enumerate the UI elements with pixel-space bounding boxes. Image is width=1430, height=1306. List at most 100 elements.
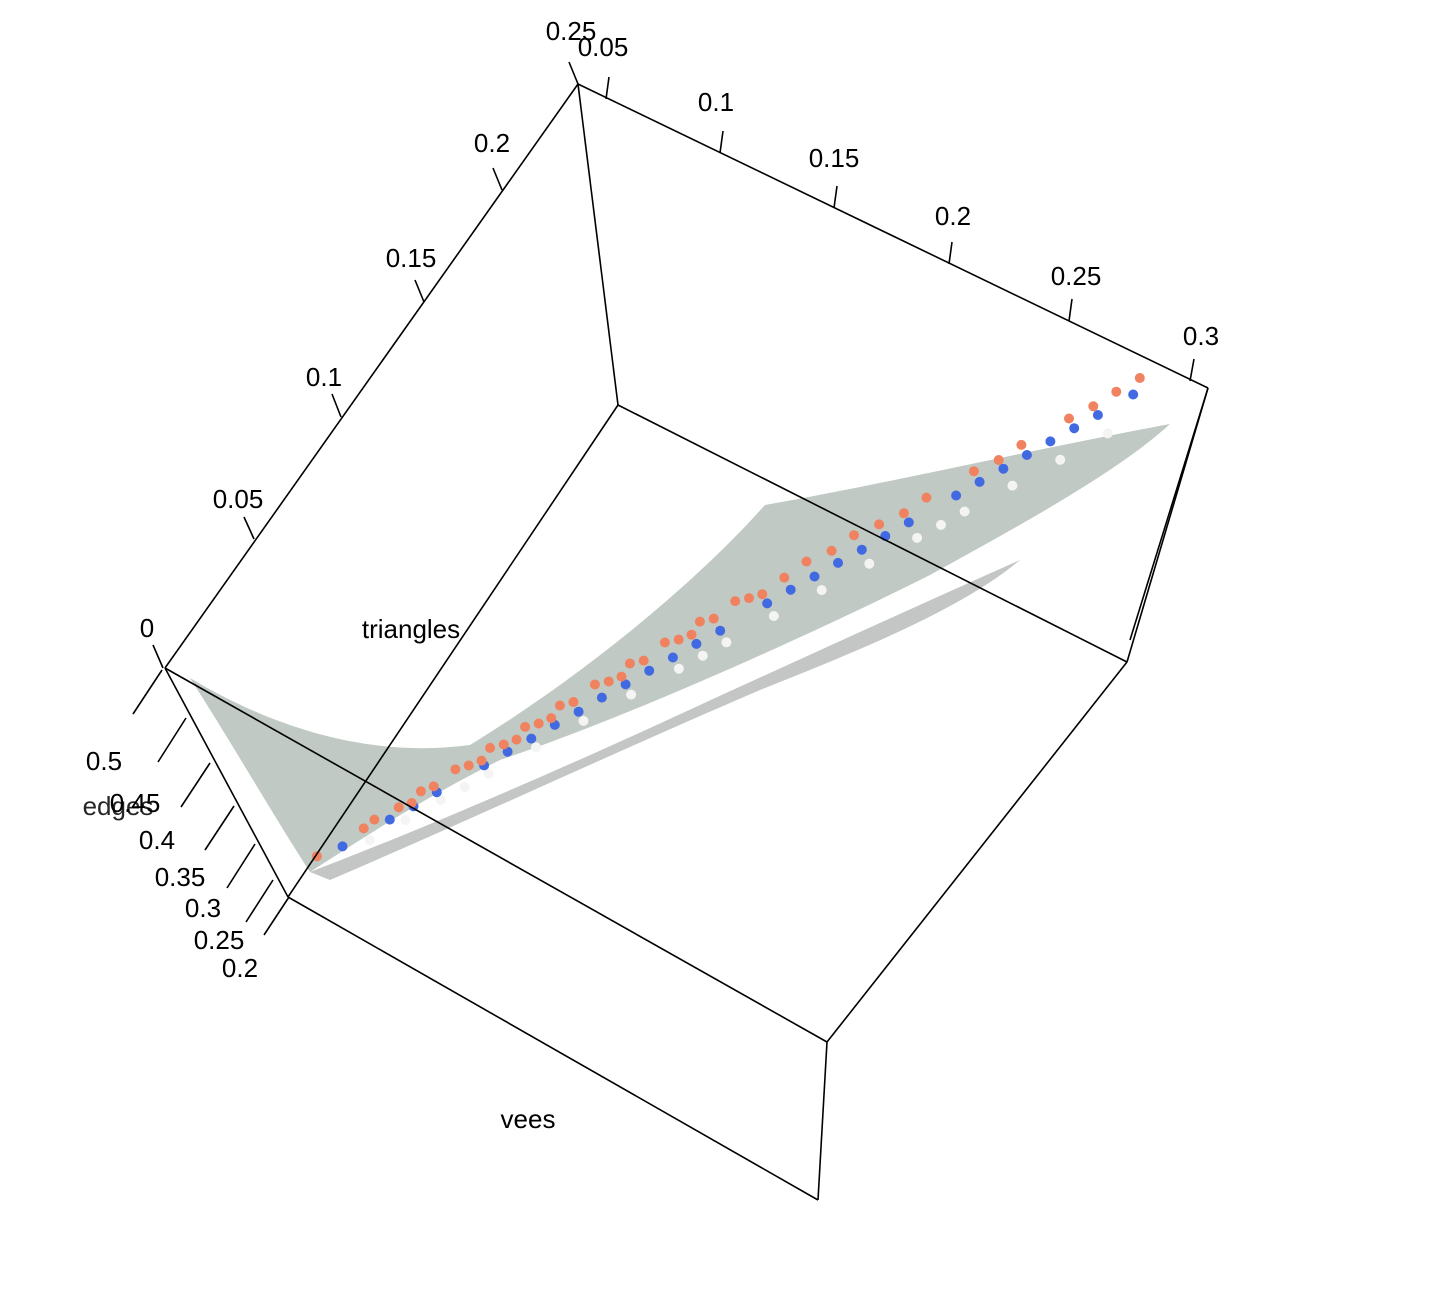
data-point xyxy=(1102,428,1113,439)
axis-ticks xyxy=(132,61,1195,936)
data-point xyxy=(993,455,1004,465)
box-edge-inner-back xyxy=(617,404,1128,663)
data-point xyxy=(364,835,375,845)
vertical-axis-tick-label: 0.3 xyxy=(185,893,221,923)
data-point xyxy=(554,700,565,711)
box-edge-bottom-front xyxy=(287,896,819,1201)
data-point xyxy=(694,616,705,627)
box-edge-top-front xyxy=(164,667,828,1043)
data-point xyxy=(603,676,614,687)
axis-tick xyxy=(204,805,235,851)
data-point xyxy=(762,598,773,609)
box-edge-inner-left xyxy=(287,404,619,898)
data-point xyxy=(626,689,637,700)
data-point xyxy=(337,841,348,852)
axis-tick xyxy=(1068,298,1073,322)
data-point xyxy=(450,764,461,775)
back-axis-tick-label: 0.2 xyxy=(935,201,971,231)
triangles-tick-label: 0.25 xyxy=(546,16,597,46)
data-point xyxy=(1128,389,1139,400)
data-point xyxy=(697,650,708,661)
vertical-axis-tick-label: 0.45 xyxy=(110,788,161,818)
axis-tick xyxy=(719,130,724,154)
data-point xyxy=(898,508,909,519)
data-point xyxy=(1111,386,1122,397)
data-point xyxy=(1069,423,1080,434)
data-point xyxy=(400,815,411,825)
box-edge-front-vertical xyxy=(817,1041,828,1201)
fitted-surface xyxy=(190,424,1170,880)
data-point xyxy=(903,517,914,528)
vertical-axis-title: edges xyxy=(83,791,154,821)
data-point xyxy=(428,781,439,792)
data-point xyxy=(864,558,875,569)
data-point xyxy=(568,697,579,707)
vees-axis-title: vees xyxy=(501,1104,556,1134)
data-point xyxy=(1045,436,1056,447)
axis-tick xyxy=(605,76,610,100)
data-point xyxy=(520,721,531,732)
data-point xyxy=(998,463,1009,474)
data-point xyxy=(708,613,719,624)
data-point xyxy=(384,814,395,825)
data-point xyxy=(435,795,446,805)
data-point xyxy=(369,814,380,825)
axis-tick xyxy=(132,669,163,715)
data-point xyxy=(667,652,678,663)
surface-underside xyxy=(310,560,1020,880)
box-edge-right-front xyxy=(1129,387,1209,641)
axis-tick xyxy=(833,185,838,209)
data-point xyxy=(638,655,649,666)
data-point xyxy=(874,519,885,530)
axis-tick xyxy=(331,393,342,418)
data-point xyxy=(809,571,820,582)
data-point xyxy=(849,530,859,541)
data-points xyxy=(311,373,1145,862)
box-edge-right-lower xyxy=(826,661,1128,1043)
axis-tick xyxy=(157,717,187,763)
vertical-axis-tick-label: 0.4 xyxy=(139,825,175,855)
triangles-tick-label: 0.15 xyxy=(386,243,437,273)
data-point xyxy=(485,742,496,753)
back-axis-tick-label: 0.3 xyxy=(1183,321,1219,351)
data-point xyxy=(393,802,404,813)
data-point xyxy=(526,733,537,744)
data-point xyxy=(1088,401,1099,412)
data-point xyxy=(921,492,932,503)
axis-tick xyxy=(226,843,256,889)
data-point xyxy=(596,692,607,703)
data-point xyxy=(856,544,867,555)
data-point xyxy=(715,625,726,636)
back-axis-tick-label: 0.15 xyxy=(809,143,860,173)
data-point xyxy=(833,557,843,568)
data-point xyxy=(533,718,544,729)
axis-tick xyxy=(152,644,164,669)
data-point xyxy=(974,476,985,487)
box-edge-left-vertical xyxy=(164,667,289,898)
back-axis-tick-label: 0.1 xyxy=(698,87,734,117)
data-point xyxy=(686,629,697,640)
data-point xyxy=(1134,373,1145,383)
data-point xyxy=(415,786,426,797)
axis-tick xyxy=(1189,358,1195,382)
axis-tick xyxy=(243,516,255,540)
data-point xyxy=(959,506,970,517)
data-point xyxy=(498,739,509,750)
data-point xyxy=(624,658,635,669)
box-edge-top-back xyxy=(577,83,1209,389)
data-point xyxy=(816,585,827,596)
data-point xyxy=(951,490,962,501)
triangles-tick-label: 0 xyxy=(140,613,154,643)
vertical-axis-tick-label: 0.5 xyxy=(86,746,122,776)
data-point xyxy=(659,637,670,648)
data-point xyxy=(1055,454,1066,465)
data-point xyxy=(826,545,837,556)
data-point xyxy=(1064,413,1074,424)
data-point xyxy=(483,768,494,779)
vertical-axis-tick-label: 0.35 xyxy=(155,862,206,892)
axis-tick xyxy=(568,61,579,85)
data-point xyxy=(721,637,732,648)
axis-tick xyxy=(180,762,211,808)
data-point xyxy=(589,679,600,690)
